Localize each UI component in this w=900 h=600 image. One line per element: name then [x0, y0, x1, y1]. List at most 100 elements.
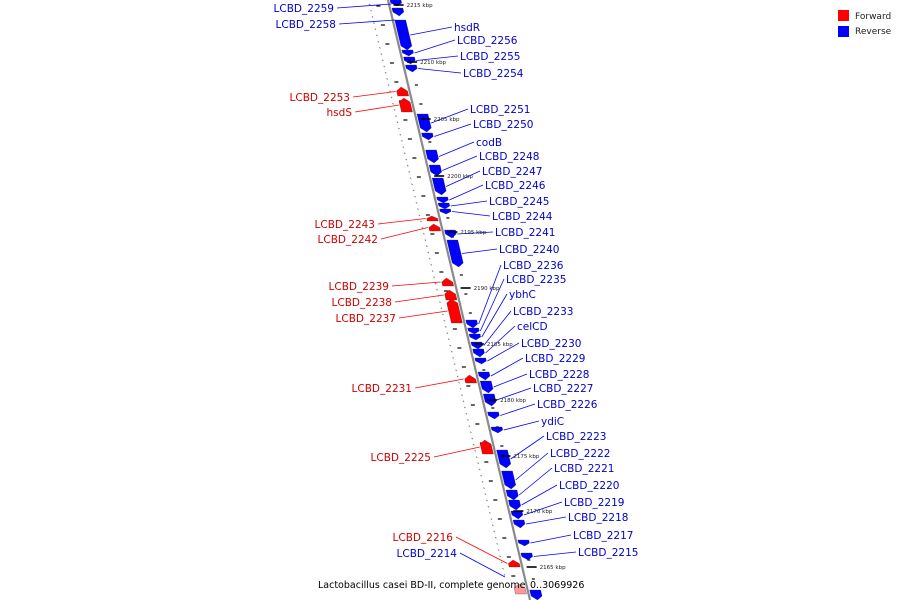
reverse-gene-lcbd-2245: [437, 202, 450, 210]
reverse-gene-lcbd-2254: [405, 64, 418, 73]
guide-dot: [480, 474, 482, 477]
leader-hsds: [354, 104, 399, 113]
gene-label-lcbd-2246: LCBD_2246: [485, 180, 546, 192]
reverse-gene-ybhc: [468, 333, 481, 341]
reverse-gene-lcbd-2255: [403, 56, 416, 65]
legend-swatch-forward: [838, 10, 849, 21]
leader-celcd: [485, 325, 516, 354]
reverse-gene-lcbd-2217-shape: [517, 539, 530, 547]
guide-dot: [478, 468, 481, 471]
guide-dot: [466, 419, 469, 421]
reverse-gene-codb: [425, 149, 439, 164]
reverse-gene-lcbd-2223-shape: [496, 449, 511, 469]
guide-dot: [503, 574, 506, 576]
guide-dot: [499, 555, 502, 558]
reverse-gene-lcbd-2255-shape: [403, 56, 416, 65]
reverse-gene-lcbd-2222-shape: [501, 470, 516, 490]
guide-dot: [481, 481, 484, 483]
guide-dot: [399, 133, 402, 136]
leader-lcbd-2255: [416, 55, 459, 61]
leader-lcbd-2240: [461, 248, 498, 254]
guide-dot: [441, 313, 444, 316]
guide-dot: [406, 164, 409, 167]
leader-lcbd-2239: [391, 281, 441, 287]
guide-dot: [427, 251, 430, 254]
forward-gene-lcbd-2238: [444, 289, 458, 301]
kbp-label: 2170 kbp: [526, 509, 552, 515]
gene-label-lcbd-2236: LCBD_2236: [503, 260, 564, 272]
gene-label-lcbd-2218: LCBD_2218: [568, 512, 628, 524]
leader-lcbd-2229: [490, 357, 524, 377]
guide-dot: [465, 412, 468, 415]
guide-dot: [436, 288, 438, 291]
gene-label-lcbd-2247: LCBD_2247: [482, 166, 542, 178]
gene-label-lcbd-2255: LCBD_2255: [460, 51, 520, 63]
guide-dot: [491, 524, 494, 527]
guide-dot: [381, 59, 384, 62]
reverse-gene-ydic-shape: [490, 426, 503, 434]
gene-label-lcbd-2235: LCBD_2235: [506, 274, 566, 286]
leader-ybhc: [481, 293, 508, 338]
forward-gene-lcbd-2231-shape: [464, 374, 477, 384]
forward-gene-lcbd-2243: [426, 215, 439, 222]
guide-dot: [415, 202, 418, 204]
leader-lcbd-2250: [434, 123, 472, 137]
gene-label-lcbd-2238: LCBD_2238: [332, 297, 392, 309]
guide-dot: [380, 53, 383, 55]
gene-label-ybhc: ybhC: [509, 289, 536, 301]
gene-label-lcbd-2237: LCBD_2237: [336, 313, 396, 325]
reverse-gene-lcbd-2244-shape: [439, 208, 452, 215]
guide-dot: [396, 121, 399, 124]
reverse-gene-lcbd-2235: [467, 327, 480, 335]
forward-gene-partial-bottom-shape: [513, 583, 527, 595]
guide-dot: [490, 518, 493, 520]
gene-label-celcd: celCD: [517, 321, 548, 333]
gene-label-lcbd-2221: LCBD_2221: [554, 463, 614, 475]
guide-dot: [440, 307, 443, 310]
guide-dot: [417, 208, 419, 210]
reverse-gene-lcbd-2226-shape: [487, 411, 500, 420]
leader-lcbd-2236: [478, 264, 502, 325]
reverse-gene-lcbd-2244: [439, 208, 452, 215]
guide-dot: [486, 499, 488, 502]
reverse-gene-lcbd-2226: [487, 411, 500, 420]
guide-dot: [468, 425, 471, 427]
guide-dot: [472, 443, 475, 446]
reverse-gene-lcbd-2230: [474, 357, 487, 365]
legend-label-reverse: Reverse: [855, 27, 892, 37]
legend: Forward Reverse: [838, 10, 892, 37]
guide-dot: [383, 65, 386, 68]
gene-label-lcbd-2250: LCBD_2250: [473, 119, 533, 131]
guide-dot: [389, 90, 392, 93]
guide-dot: [439, 301, 441, 303]
reverse-gene-lcbd-2230-shape: [474, 357, 487, 365]
leader-lcbd-2218: [525, 516, 567, 525]
guide-dot: [455, 369, 458, 372]
leader-lcbd-2256: [414, 39, 456, 54]
kbp-label: 2205 kbp: [434, 117, 460, 123]
guide-dot: [459, 388, 462, 390]
gene-features: [389, 0, 543, 600]
forward-gene-lcbd-2237: [446, 298, 463, 324]
leader-lcbd-2258: [338, 19, 396, 25]
kbp-label: 2210 kbp: [420, 60, 446, 66]
leader-lcbd-2248: [442, 155, 478, 171]
reverse-gene-lcbd-2218: [512, 519, 526, 529]
kbp-label: 2175 kbp: [513, 454, 539, 460]
reverse-gene-lcbd-2220: [508, 499, 521, 511]
gene-label-lcbd-2244: LCBD_2244: [492, 211, 553, 223]
reverse-gene-lcbd-2215-shape: [520, 552, 533, 561]
guide-dot: [477, 462, 480, 465]
guide-dot: [484, 493, 487, 496]
leader-lcbd-2219: [523, 501, 563, 516]
kbp-label: 2180 kbp: [500, 398, 526, 404]
guide-dot: [405, 158, 408, 161]
gene-label-lcbd-2223: LCBD_2223: [546, 431, 606, 443]
gene-label-lcbd-2215: LCBD_2215: [578, 547, 638, 559]
guide-dot: [497, 549, 500, 551]
guide-dot: [469, 431, 472, 434]
gene-label-lcbd-2245: LCBD_2245: [489, 196, 549, 208]
reverse-gene-lcbd-2221: [505, 489, 519, 501]
guide-dot: [397, 127, 400, 130]
guide-dot: [390, 96, 393, 99]
